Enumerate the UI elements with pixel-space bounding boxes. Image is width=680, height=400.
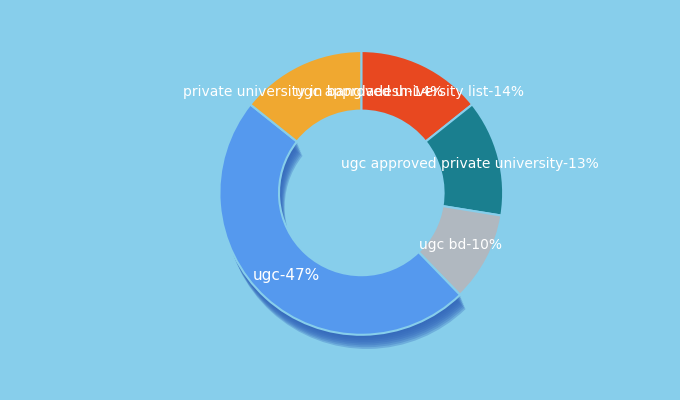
Wedge shape [225,119,466,349]
Text: ugc-47%: ugc-47% [252,268,320,283]
Wedge shape [221,108,462,338]
Wedge shape [222,112,463,342]
Wedge shape [220,104,460,335]
Text: ugc approved university list-14%: ugc approved university list-14% [295,85,524,99]
Wedge shape [222,110,462,340]
Wedge shape [223,113,464,344]
Wedge shape [418,206,501,295]
Wedge shape [361,51,472,142]
Wedge shape [224,117,465,347]
Wedge shape [224,115,464,346]
Wedge shape [220,106,460,336]
Text: private university in bangladesh-14%: private university in bangladesh-14% [182,85,443,99]
Wedge shape [250,51,361,142]
Text: ugc bd-10%: ugc bd-10% [419,238,502,252]
Text: ugc approved private university-13%: ugc approved private university-13% [341,158,598,172]
Wedge shape [426,104,503,216]
